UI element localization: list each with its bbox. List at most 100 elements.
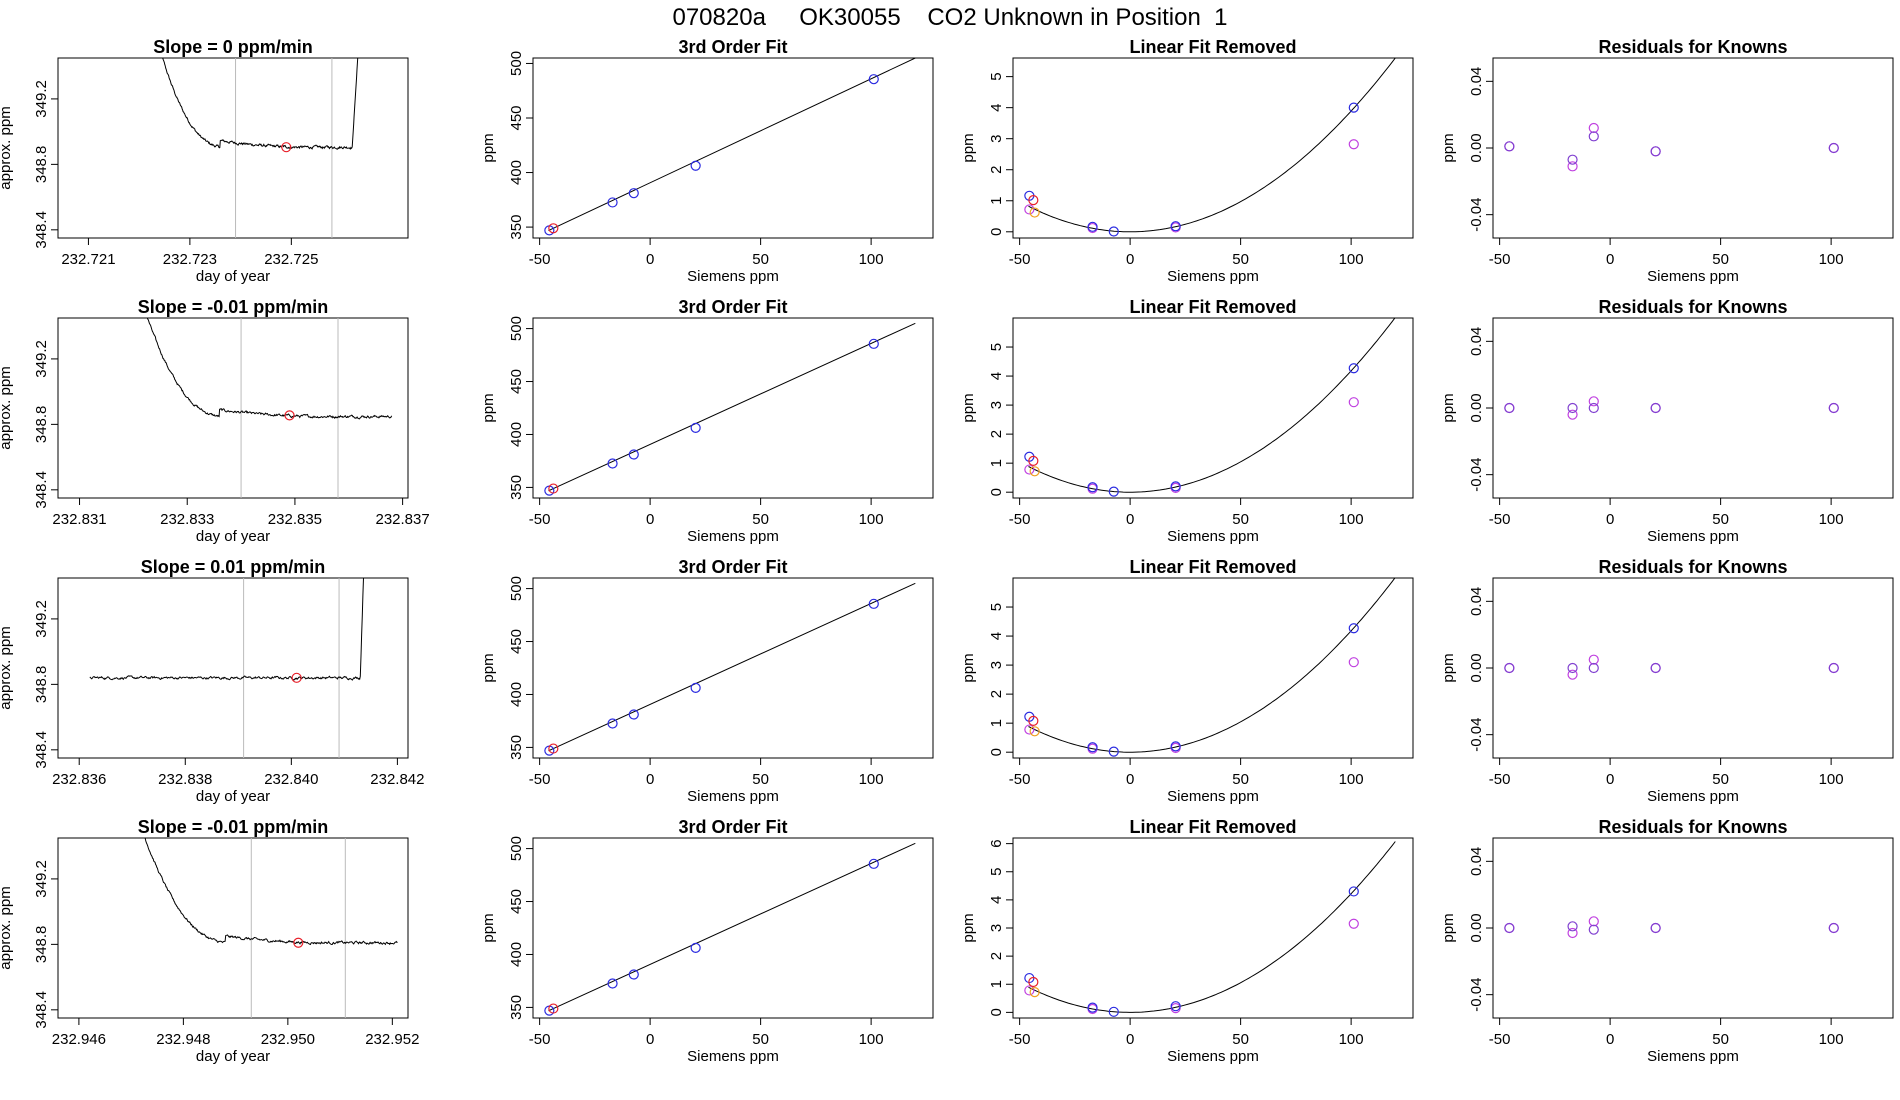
y-tick-label: 0.00	[1468, 393, 1485, 422]
mean-point	[293, 937, 304, 948]
y-axis-label: ppm	[960, 133, 977, 162]
data-point-red	[548, 483, 559, 494]
data-point-red	[1028, 195, 1039, 206]
data-point-magenta	[1588, 396, 1599, 407]
plot-area	[1504, 396, 1839, 420]
data-point-blue	[607, 458, 618, 469]
y-tick-label: 400	[508, 942, 525, 967]
x-axis-label: Siemens ppm	[1167, 528, 1259, 545]
y-tick-label: 500	[508, 836, 525, 861]
x-tick-label: -50	[1009, 1031, 1031, 1048]
x-axis-label: Siemens ppm	[1647, 528, 1739, 545]
concentration-trace	[161, 58, 359, 150]
y-axis-label: ppm	[480, 653, 497, 682]
x-tick-label: 50	[752, 511, 769, 528]
y-tick-label: 400	[508, 422, 525, 447]
x-tick-label: 232.840	[264, 771, 318, 788]
plot-area	[1024, 58, 1396, 237]
x-tick-label: 100	[859, 511, 884, 528]
data-point-blue	[1087, 1002, 1098, 1013]
x-tick-label: 100	[1819, 511, 1844, 528]
data-point-purple	[1567, 662, 1578, 674]
y-tick-label: 1	[988, 459, 1005, 467]
y-tick-label: 500	[508, 316, 525, 341]
data-point-red	[1028, 455, 1039, 466]
mean-point	[291, 672, 302, 683]
y-tick-label: 0.04	[1468, 847, 1485, 876]
x-tick-label: -50	[529, 1031, 551, 1048]
data-point-orange	[1029, 207, 1040, 218]
data-point-blue	[1108, 746, 1119, 757]
y-axis-label: ppm	[960, 913, 977, 942]
panel-title: Linear Fit Removed	[1129, 37, 1296, 57]
y-tick-label: 350	[508, 735, 525, 760]
x-tick-label: 232.950	[261, 1031, 315, 1048]
x-tick-label: 232.835	[268, 511, 322, 528]
panel-r3-c3: Residuals for Knowns -50 0 50 100 -0.04 0.00 0.…	[1440, 817, 1894, 1065]
x-tick-label: 232.952	[365, 1031, 419, 1048]
data-point-purple	[1567, 402, 1578, 414]
x-tick-label: 0	[1606, 511, 1614, 528]
data-point-magenta	[1024, 985, 1035, 996]
panel-title: Slope = -0.01 ppm/min	[138, 297, 329, 317]
x-axis-label: day of year	[196, 528, 270, 545]
y-tick-label: 348.4	[33, 211, 50, 249]
data-point-red	[548, 743, 559, 754]
data-point-blue	[607, 197, 618, 208]
x-tick-label: 0	[646, 1031, 654, 1048]
x-tick-label: 50	[1712, 1031, 1729, 1048]
y-axis-label: ppm	[480, 393, 497, 422]
panel-r3-c2: Linear Fit Removed -50 0 50 100 0 1 2 3 4 5 6 Siemen…	[960, 817, 1414, 1065]
plot-frame	[57, 57, 409, 239]
data-point-blue	[690, 160, 701, 171]
data-point-blue	[690, 422, 701, 434]
x-axis-label: Siemens ppm	[687, 788, 779, 805]
data-point-purple	[1650, 662, 1661, 674]
x-tick-label: -50	[529, 251, 551, 268]
plot-frame	[532, 317, 934, 499]
x-tick-label: 232.837	[375, 511, 429, 528]
y-tick-label: 2	[988, 690, 1005, 698]
fit-line	[548, 322, 916, 492]
y-tick-label: 4	[988, 632, 1005, 640]
data-point-magenta	[1024, 204, 1035, 215]
x-tick-label: 0	[1606, 1031, 1614, 1048]
fit-curve	[1028, 841, 1396, 1013]
x-tick-label: 232.833	[160, 511, 214, 528]
plot-frame	[57, 317, 409, 499]
plot-area	[544, 58, 916, 236]
panel-title: 3rd Order Fit	[678, 37, 787, 57]
panel-title: Linear Fit Removed	[1129, 557, 1296, 577]
x-tick-label: 232.842	[370, 771, 424, 788]
page-title: 070820a OK30055 CO2 Unknown in Position …	[672, 4, 1228, 31]
panel-title: Residuals for Knowns	[1598, 37, 1787, 57]
data-point-magenta	[1588, 916, 1599, 927]
data-point-magenta	[1348, 657, 1359, 668]
data-point-purple	[1828, 662, 1839, 674]
data-point-magenta	[1348, 139, 1359, 150]
x-tick-label: -50	[1489, 1031, 1511, 1048]
y-tick-label: 3	[988, 661, 1005, 669]
data-point-purple	[1650, 922, 1661, 934]
x-tick-label: 50	[1232, 771, 1249, 788]
data-point-blue	[628, 188, 639, 199]
data-point-blue	[607, 718, 618, 729]
data-point-purple	[1828, 142, 1839, 154]
x-tick-label: 232.721	[61, 251, 115, 268]
concentration-trace	[89, 578, 364, 681]
plot-frame	[1492, 577, 1894, 759]
y-tick-label: 2	[988, 166, 1005, 174]
panel-r2-c3: Residuals for Knowns -50 0 50 100 -0.04 0.00 0.…	[1440, 557, 1894, 805]
data-point-magenta	[1024, 724, 1035, 735]
data-point-magenta	[1348, 918, 1359, 929]
panel-title: Residuals for Knowns	[1598, 557, 1787, 577]
y-tick-label: -0.04	[1468, 458, 1485, 492]
plot-frame	[57, 837, 409, 1019]
plot-area	[1504, 122, 1839, 172]
x-tick-label: 0	[1126, 1031, 1134, 1048]
panel-r2-c1: 3rd Order Fit -50 0 50 100 350 400 450 500 Siemen…	[480, 557, 934, 805]
data-point-blue	[1108, 1006, 1119, 1017]
data-point-orange	[1029, 466, 1040, 477]
plot-frame	[1012, 57, 1414, 239]
